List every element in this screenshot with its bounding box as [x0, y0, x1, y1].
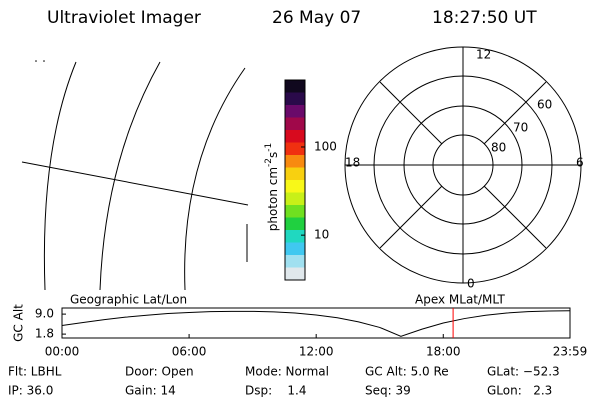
color-stripe [285, 192, 305, 206]
annotation: Apex MLat/MLT [415, 293, 505, 307]
info-field: Seq: 39 [365, 384, 411, 398]
color-stripe [285, 267, 305, 281]
x-tick-label: 06:00 [172, 345, 207, 359]
color-stripe [285, 142, 305, 156]
altitude-chart: GC Alt Geographic Lat/Lon Apex MLat/MLT … [12, 293, 588, 359]
ring-label: 70 [513, 121, 528, 135]
color-stripe [285, 205, 305, 218]
info-field: GC Alt: 5.0 Re [365, 365, 449, 379]
color-stripe [285, 105, 305, 118]
info-field: GLon: 2.3 [487, 384, 552, 398]
dial-label: 6 [576, 156, 584, 170]
y-tick-label: 1.8 [35, 327, 54, 341]
tick-label: 10 [314, 228, 329, 242]
colorbar-frame [284, 79, 306, 281]
colorbar: 10 100 [284, 79, 337, 281]
color-stripe [285, 92, 305, 106]
color-stripe [285, 242, 305, 256]
date: 26 May 07 [272, 8, 361, 28]
title: Ultraviolet Imager [47, 8, 201, 28]
ring-label: 80 [491, 141, 506, 155]
color-stripe [285, 80, 305, 93]
info-field: Mode: Normal [245, 365, 329, 379]
info-panel: Flt: LBHL Door: Open Mode: Normal GC Alt: 5… [8, 365, 560, 398]
map [21, 60, 249, 291]
color-stripe [285, 255, 305, 268]
color-stripe [285, 180, 305, 193]
x-tick-label: 00:00 [45, 345, 80, 359]
dial: 12 18 6 0 60 70 80 [344, 46, 584, 291]
color-stripe [285, 130, 305, 143]
color-stripe [285, 155, 305, 168]
info-field: Gain: 14 [125, 384, 176, 398]
info-field: GLat: −52.3 [487, 365, 560, 379]
colorbar-label: photon cm-2s-1 [264, 143, 280, 232]
x-tick-label: 18:00 [426, 345, 461, 359]
info-field: Dsp: 1.4 [245, 384, 307, 398]
y-tick-label: 9.0 [35, 307, 54, 321]
annotation: Geographic Lat/Lon [70, 293, 187, 307]
info-field: Flt: LBHL [8, 365, 62, 379]
color-stripe [285, 167, 305, 181]
info-field: IP: 36.0 [8, 384, 53, 398]
dial-label: 12 [476, 48, 491, 62]
x-tick-label: 12:00 [299, 345, 334, 359]
tick-label: 100 [314, 139, 337, 153]
time: 18:27:50 UT [432, 8, 537, 28]
info-field: Door: Open [125, 365, 194, 379]
color-stripe [285, 217, 305, 231]
x-tick-label: 23:59 [553, 345, 588, 359]
dial-label: 18 [345, 156, 360, 170]
plot-frame [61, 307, 571, 339]
color-stripe [285, 230, 305, 243]
color-stripe [285, 117, 305, 131]
dial-label: 0 [467, 277, 475, 291]
y-axis-label: GC Alt [12, 304, 26, 342]
altitude-line [61, 310, 571, 337]
ring-label: 60 [537, 98, 552, 112]
